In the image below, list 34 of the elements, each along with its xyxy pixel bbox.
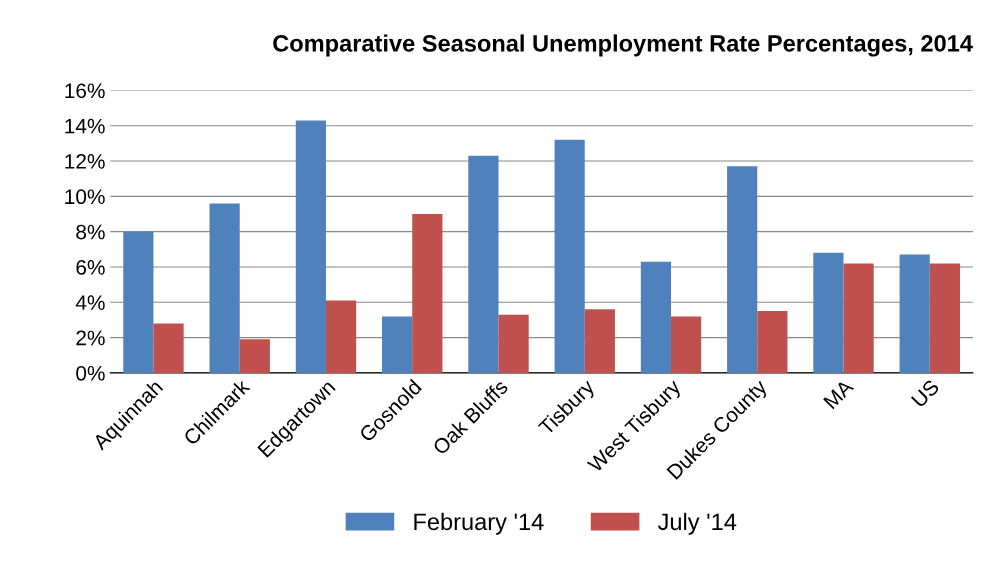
legend-label: July '14 [657,512,737,535]
bar [498,314,529,373]
bar [899,254,930,373]
bar [554,139,585,373]
bar [209,203,240,373]
y-tick-label: 12% [65,154,105,169]
y-tick-label: 14% [65,118,105,134]
legend-label: February '14 [414,512,544,535]
x-tick-label: US [910,378,940,408]
bar [123,231,154,373]
bar [929,263,960,373]
bar [325,300,357,373]
bar [640,261,672,373]
y-tick-label: 10% [65,189,105,205]
y-tick-label: 6% [76,259,105,275]
x-tick-label: MA [823,378,855,410]
bar [757,311,788,373]
bar [382,316,413,373]
bar [671,316,702,373]
bar [468,155,499,373]
bar [813,252,844,373]
bar [153,323,184,373]
y-tick-label: 4% [75,295,105,310]
bar [584,309,615,373]
y-tick-label: 2% [76,330,105,346]
y-tick-label: 8% [76,224,105,240]
bar [727,166,758,373]
chart-title: Comparative Seasonal Unemployment Rate Percentages, 2014 [273,34,973,57]
bar [412,213,443,373]
y-tick-label: 0% [76,365,105,381]
bar [239,339,270,373]
bar [843,263,874,373]
y-tick-label: 16% [65,83,105,99]
bar [295,120,326,373]
